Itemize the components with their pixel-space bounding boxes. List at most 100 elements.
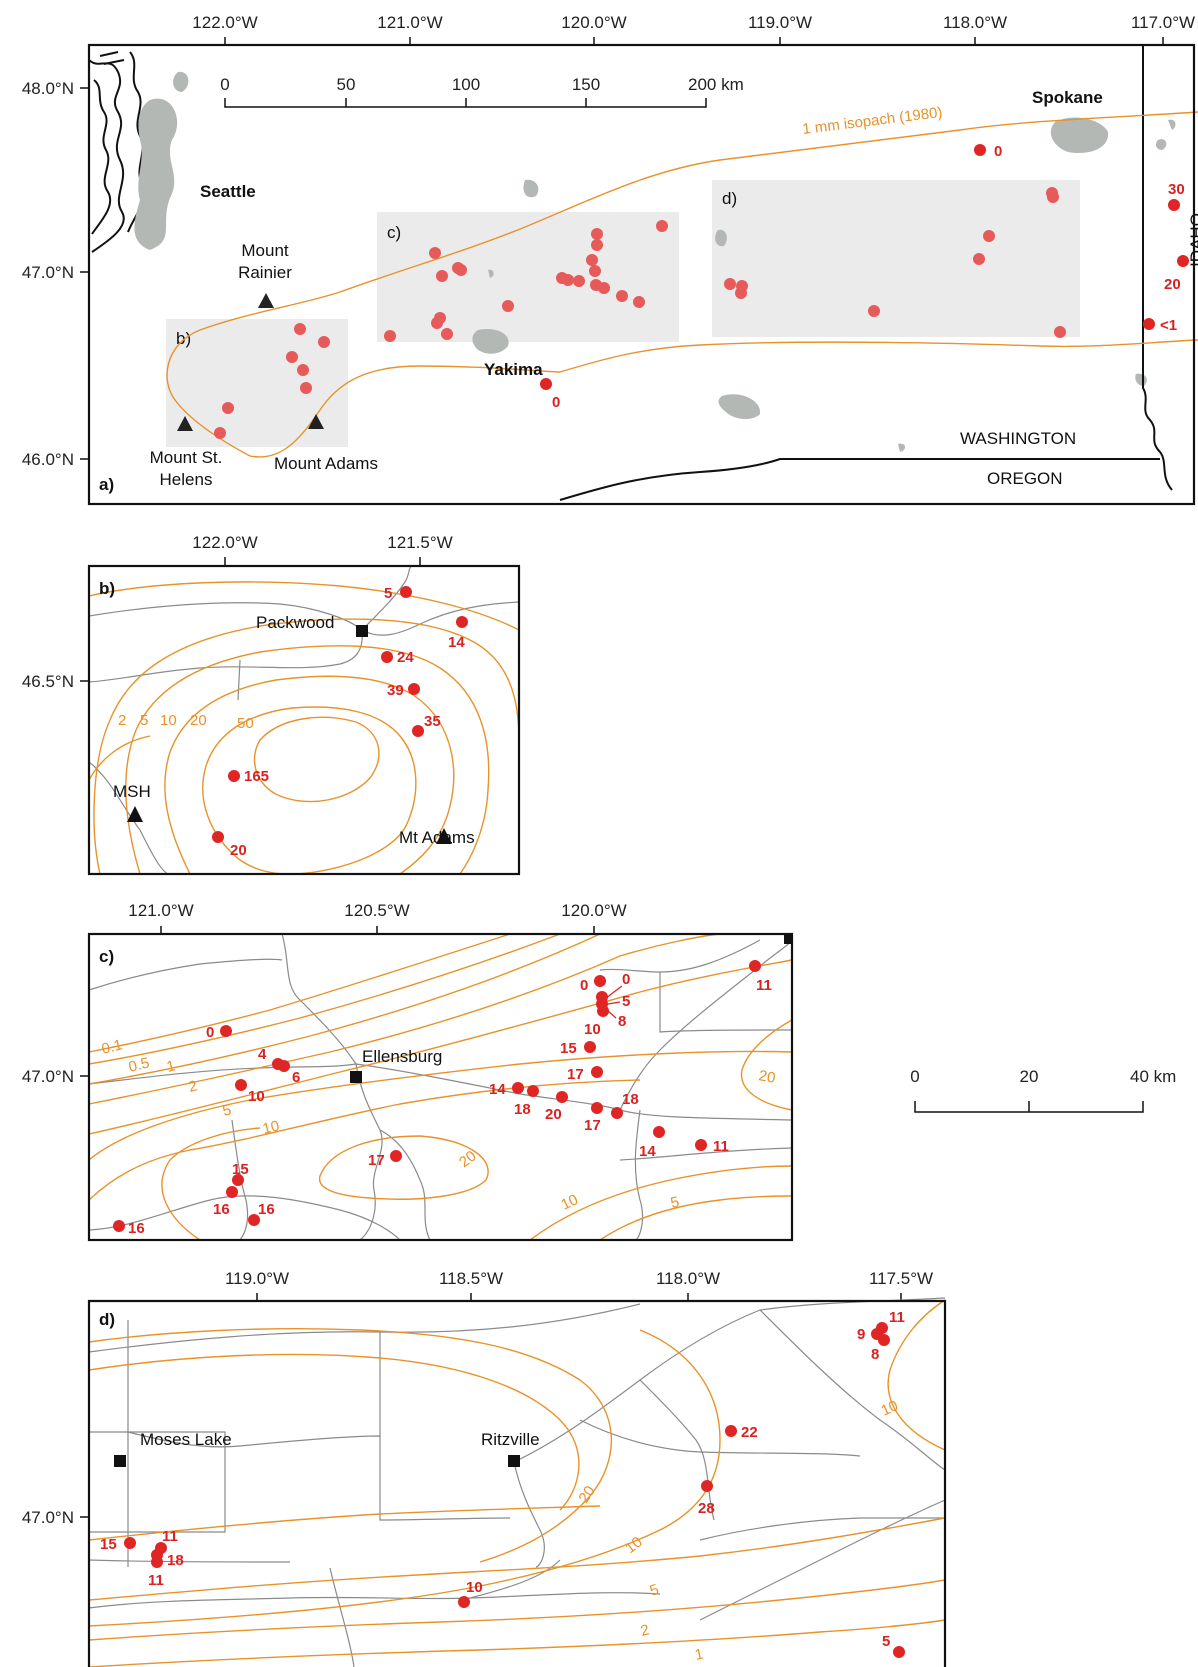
- value-label: 20: [230, 842, 247, 859]
- sample-point: [589, 265, 601, 277]
- value-label: 16: [213, 1201, 230, 1218]
- contour-label: 5: [221, 1101, 233, 1120]
- contour-label: 2: [639, 1621, 651, 1640]
- lon-tick: 122.0°W: [192, 533, 257, 552]
- value-label: 165: [244, 768, 269, 785]
- lon-tick: 120.0°W: [561, 901, 626, 920]
- value-label: 9: [857, 1326, 865, 1343]
- roads-d: [88, 1297, 946, 1667]
- sample-point: [381, 651, 393, 663]
- contour-label: 1: [165, 1057, 177, 1076]
- value-label: <1: [1160, 317, 1177, 334]
- panel-a-frame: [87, 43, 1196, 506]
- sample-point: [878, 1334, 890, 1346]
- sample-point: [591, 1066, 603, 1078]
- contour-label: 5: [669, 1193, 681, 1212]
- sample-point: [436, 270, 448, 282]
- lat-tick: 46.5°N: [22, 672, 74, 691]
- value-label: 11: [756, 977, 772, 994]
- sample-point: [151, 1556, 163, 1568]
- value-label: 11: [713, 1138, 729, 1155]
- sample-point: [412, 725, 424, 737]
- sample-point: [591, 239, 603, 251]
- sample-point: [226, 1186, 238, 1198]
- value-label: 16: [258, 1201, 275, 1218]
- sample-point: [286, 351, 298, 363]
- contour-label: 2: [118, 712, 126, 729]
- state-borders: [559, 45, 1173, 501]
- sample-point: [597, 1005, 609, 1017]
- sample-point: [458, 1596, 470, 1608]
- isopach-label: 1 mm isopach (1980): [801, 104, 943, 138]
- sample-point: [228, 770, 240, 782]
- town-marker-icon: [356, 625, 368, 637]
- value-label: 8: [618, 1013, 626, 1030]
- panel-c-frame: [87, 932, 794, 1242]
- contour-label: 10: [559, 1191, 581, 1213]
- isopach-1mm: [166, 111, 1198, 458]
- sample-point-idaho: [1177, 255, 1189, 267]
- sample-point: [232, 1174, 244, 1186]
- scale-label: 20: [1020, 1067, 1039, 1086]
- sample-point: [297, 364, 309, 376]
- sample-point: [527, 1085, 539, 1097]
- value-label: 17: [368, 1152, 385, 1169]
- value-label: 8: [871, 1346, 879, 1363]
- value-label: 14: [489, 1081, 506, 1098]
- panel-a: 122.0°W 121.0°W 120.0°W 119.0°W 118.0°W …: [22, 13, 1198, 506]
- label-sth-2: Helens: [160, 470, 213, 489]
- town-marker-icon: [350, 1071, 362, 1083]
- sample-point: [573, 275, 585, 287]
- lon-tick: 122.0°W: [192, 13, 257, 32]
- value-label: 0: [552, 394, 560, 411]
- value-label: 0: [622, 971, 630, 988]
- panel-d-frame: [87, 1299, 947, 1667]
- contour-label: 2: [187, 1077, 199, 1096]
- lat-tick: 47.0°N: [22, 263, 74, 282]
- sample-point: [973, 253, 985, 265]
- value-label: 14: [448, 634, 465, 651]
- contour-label: 10: [261, 1117, 281, 1138]
- panel-label-b: b): [99, 579, 115, 598]
- town-moses-lake: Moses Lake: [140, 1430, 232, 1449]
- sample-point: [431, 317, 443, 329]
- samples-c: [113, 960, 761, 1232]
- value-label: 17: [567, 1066, 584, 1083]
- value-label: 4: [258, 1046, 267, 1063]
- contour-label: 10: [879, 1397, 901, 1419]
- value-label: 20: [545, 1106, 562, 1123]
- value-label: 11: [162, 1528, 178, 1545]
- value-label: 28: [698, 1500, 715, 1517]
- value-label: 39: [387, 682, 404, 699]
- sample-point: [390, 1150, 402, 1162]
- city-seattle: Seattle: [200, 182, 256, 201]
- scale-bar-c: 0 20 40 km: [910, 1067, 1176, 1113]
- lon-tick: 120.0°W: [561, 13, 626, 32]
- town-packwood: Packwood: [256, 613, 334, 632]
- label-rainier-1: Mount: [241, 241, 289, 260]
- panel-label-c: c): [99, 947, 114, 966]
- sample-point: [616, 290, 628, 302]
- contour-label: 50: [237, 715, 254, 732]
- sample-point: [222, 402, 234, 414]
- lon-tick: 118.5°W: [439, 1269, 503, 1288]
- value-label: 5: [622, 993, 630, 1010]
- sample-point: [441, 328, 453, 340]
- sample-point: [113, 1220, 125, 1232]
- volcano-adams-icon: [308, 414, 324, 429]
- contours-b: [88, 581, 520, 875]
- value-label: 30: [1168, 181, 1185, 198]
- sample-point: [300, 382, 312, 394]
- panel-b-frame: [87, 564, 521, 876]
- label-rainier-2: Rainier: [238, 263, 292, 282]
- value-label: 11: [889, 1309, 905, 1326]
- sample-point: [294, 323, 306, 335]
- lon-tick: 121.5°W: [387, 533, 452, 552]
- sample-point: [235, 1079, 247, 1091]
- value-label: 15: [232, 1161, 249, 1178]
- city-yakima: Yakima: [484, 360, 543, 379]
- sample-point: [248, 1214, 260, 1226]
- state-oregon: OREGON: [987, 469, 1063, 488]
- sample-point: [429, 247, 441, 259]
- sample-point: [868, 305, 880, 317]
